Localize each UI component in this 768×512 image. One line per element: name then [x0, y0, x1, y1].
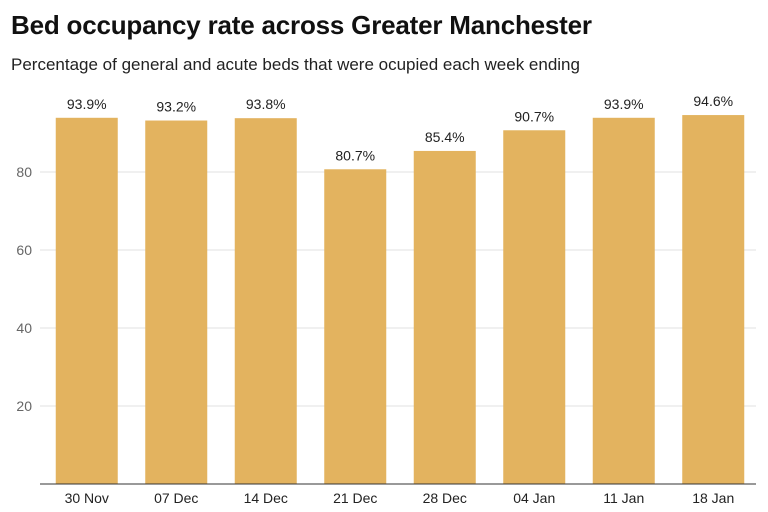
- x-tick-label: 07 Dec: [154, 490, 198, 506]
- bar-30-nov: [55, 117, 118, 484]
- bars: [55, 115, 745, 485]
- x-tick-label: 21 Dec: [333, 490, 377, 506]
- bar-11-jan: [592, 117, 655, 484]
- y-axis-ticks: 20 40 60 80: [16, 164, 32, 414]
- chart-title: Bed occupancy rate across Greater Manche…: [11, 10, 592, 40]
- data-label: 93.8%: [246, 96, 286, 112]
- bar-14-dec: [234, 118, 297, 485]
- x-axis-ticks: 30 Nov 07 Dec 14 Dec 21 Dec 28 Dec 04 Jan 11 J…: [65, 490, 735, 506]
- data-label: 93.9%: [604, 96, 644, 112]
- bar-28-dec: [413, 150, 476, 484]
- bar-04-jan: [503, 130, 566, 484]
- data-labels: 93.9% 93.2% 93.8% 80.7% 85.4% 90.7% 93.9% 94.6%: [67, 93, 733, 163]
- x-tick-label: 30 Nov: [65, 490, 109, 506]
- data-label: 93.2%: [156, 99, 196, 115]
- data-label: 94.6%: [693, 93, 733, 109]
- bar-07-dec: [145, 120, 208, 485]
- bar-21-dec: [324, 169, 387, 484]
- x-tick-label: 11 Jan: [603, 490, 644, 506]
- y-tick-label: 60: [16, 242, 32, 258]
- x-tick-label: 14 Dec: [244, 490, 288, 506]
- y-tick-label: 20: [16, 398, 32, 414]
- data-label: 85.4%: [425, 129, 465, 145]
- bar-18-jan: [682, 115, 745, 484]
- data-label: 90.7%: [514, 108, 554, 124]
- x-tick-label: 18 Jan: [692, 490, 734, 506]
- data-label: 80.7%: [335, 147, 375, 163]
- data-label: 93.9%: [67, 96, 107, 112]
- y-tick-label: 80: [16, 164, 32, 180]
- x-tick-label: 04 Jan: [513, 490, 555, 506]
- chart-subtitle: Percentage of general and acute beds tha…: [11, 55, 580, 74]
- y-tick-label: 40: [16, 320, 32, 336]
- x-tick-label: 28 Dec: [423, 490, 467, 506]
